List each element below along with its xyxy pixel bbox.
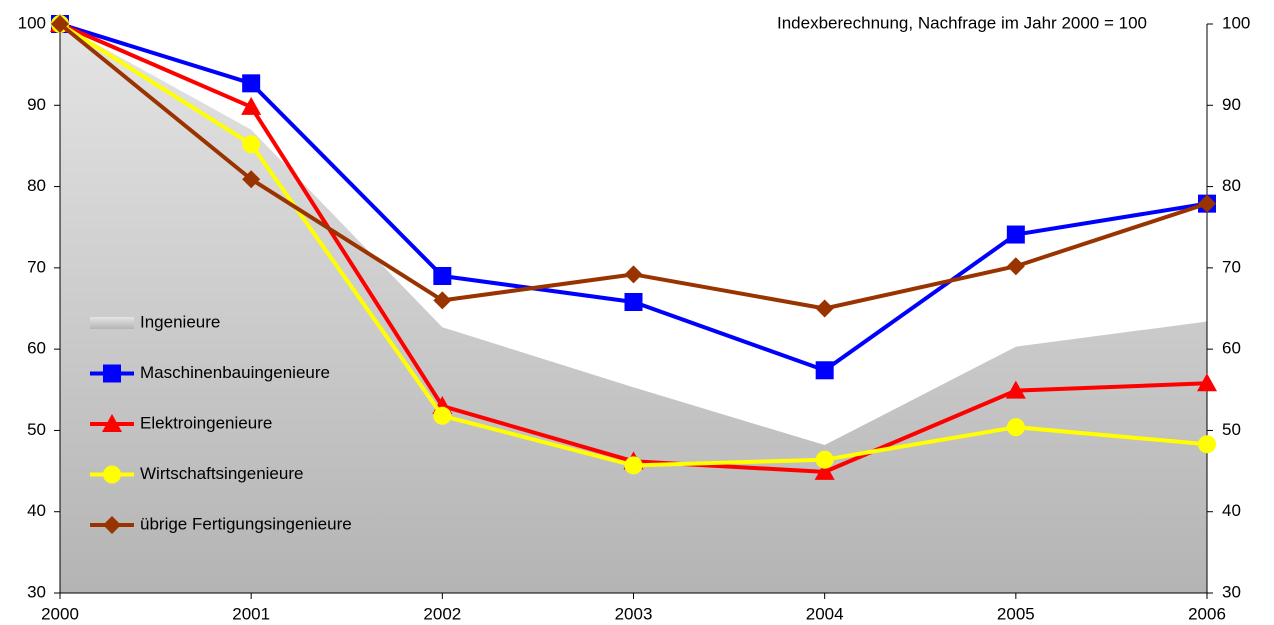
x-tick-label: 2006 bbox=[1188, 604, 1226, 623]
y-tick-label: 70 bbox=[27, 257, 46, 276]
legend-marker bbox=[102, 414, 122, 432]
data-point bbox=[1006, 418, 1025, 437]
y-tick-label: 90 bbox=[27, 95, 46, 114]
data-point bbox=[1006, 257, 1025, 276]
data-point bbox=[1197, 373, 1217, 392]
data-point bbox=[433, 291, 452, 310]
data-point bbox=[1198, 435, 1216, 454]
y2-tick-label: 40 bbox=[1222, 501, 1241, 520]
data-point bbox=[815, 450, 834, 469]
legend-swatch bbox=[90, 317, 134, 329]
data-point bbox=[242, 74, 261, 93]
y2-tick-label: 50 bbox=[1222, 420, 1241, 439]
legend-marker bbox=[103, 364, 121, 383]
y-tick-label: 100 bbox=[18, 13, 46, 32]
y2-tick-label: 90 bbox=[1222, 95, 1241, 114]
legend-marker bbox=[103, 465, 121, 484]
y-tick-label: 40 bbox=[27, 501, 46, 520]
y-tick-label: 50 bbox=[27, 420, 46, 439]
x-tick-label: 2001 bbox=[232, 604, 270, 623]
data-point bbox=[242, 170, 261, 189]
y2-tick-label: 80 bbox=[1222, 176, 1241, 195]
x-tick-label: 2004 bbox=[806, 604, 844, 623]
data-point bbox=[1005, 380, 1026, 399]
data-point bbox=[241, 96, 262, 115]
x-tick-label: 2005 bbox=[997, 604, 1035, 623]
data-point bbox=[242, 135, 261, 154]
data-point bbox=[433, 406, 452, 425]
x-tick-label: 2003 bbox=[615, 604, 653, 623]
data-point bbox=[1006, 225, 1025, 244]
legend-label: Maschinenbauingenieure bbox=[140, 363, 330, 382]
data-point bbox=[51, 15, 69, 33]
y2-tick-label: 30 bbox=[1222, 582, 1241, 601]
y2-tick-label: 70 bbox=[1222, 257, 1241, 276]
annotation: Indexberechnung, Nachfrage im Jahr 2000 … bbox=[777, 13, 1147, 32]
y-tick-label: 30 bbox=[27, 582, 46, 601]
y2-tick-label: 60 bbox=[1222, 339, 1241, 358]
y-tick-label: 80 bbox=[27, 176, 46, 195]
legend-label: Wirtschaftsingenieure bbox=[140, 464, 303, 483]
legend-label: Elektroingenieure bbox=[140, 413, 272, 432]
area bbox=[60, 24, 1207, 593]
x-tick-label: 2000 bbox=[41, 604, 79, 623]
legend-label: Ingenieure bbox=[140, 312, 220, 331]
data-point bbox=[815, 361, 834, 380]
legend-label: übrige Fertigungsingenieure bbox=[140, 514, 352, 533]
data-point bbox=[624, 265, 643, 284]
data-point bbox=[1198, 194, 1216, 213]
data-point bbox=[814, 461, 835, 480]
y2-tick-label: 100 bbox=[1222, 13, 1250, 32]
data-point bbox=[433, 266, 452, 285]
legend-marker bbox=[103, 516, 121, 534]
x-tick-label: 2002 bbox=[423, 604, 461, 623]
data-point bbox=[815, 299, 834, 318]
data-point bbox=[624, 456, 643, 475]
y-tick-label: 60 bbox=[27, 339, 46, 358]
data-point bbox=[624, 292, 643, 311]
